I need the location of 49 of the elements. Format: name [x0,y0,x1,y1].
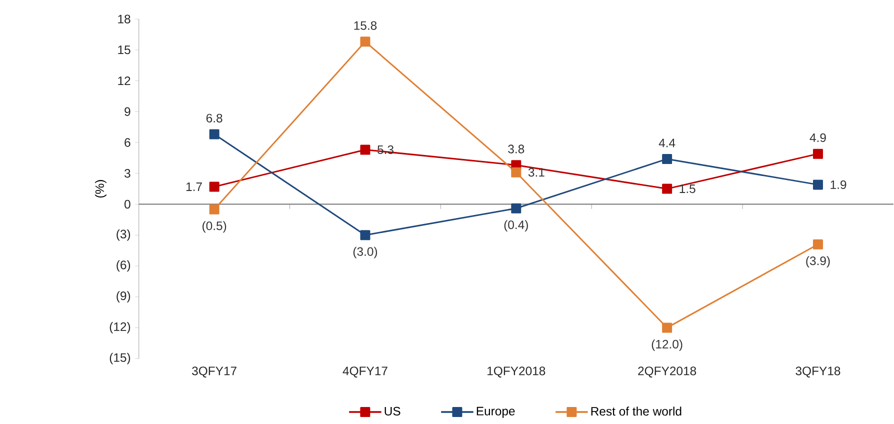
point [209,129,220,140]
point [360,36,370,46]
point [812,148,823,159]
data-label: 6.8 [206,114,222,122]
legend-label: Europe [476,406,515,418]
legend-label: Rest of the world [591,406,682,416]
data-label: 1.5 [680,184,696,193]
y-tick-label: 0 [124,200,130,208]
y-tick-label: (15) [110,352,130,364]
point [511,203,522,214]
data-label: (0.5) [202,220,226,232]
y-axis-title: (%) [95,180,106,198]
data-label: 4.4 [658,138,676,147]
y-tick-label: (6) [116,260,130,272]
y-tick-label: 3 [124,168,130,178]
data-label: 1.9 [830,180,846,189]
point [812,239,823,250]
y-tick-label: 18 [118,14,130,24]
point [511,167,522,178]
point [209,182,220,192]
data-label: (0.4) [504,220,528,232]
y-tick-label: (9) [116,290,130,302]
x-tick-label: 4QFY17 [342,366,388,378]
legend-label: US [384,406,400,416]
y-tick-label: 15 [118,45,130,54]
x-tick-label: 3QFY17 [192,366,236,378]
data-label: 4.9 [810,133,826,142]
x-tick-label: 1QFY2018 [488,366,546,378]
y-tick-label: 12 [118,76,130,85]
data-label: (3.9) [806,256,830,268]
point [662,184,672,194]
point [360,230,370,240]
point [209,204,220,214]
point [662,154,672,164]
y-tick-label: 6 [124,138,130,147]
y-tick-label: (3) [116,229,130,241]
data-label: (12.0) [652,339,682,351]
point [662,322,672,332]
data-label: 15.8 [354,20,377,30]
y-tick-label: 9 [124,107,130,116]
data-label: 1.7 [186,182,202,191]
data-label: 3.8 [508,144,524,154]
point [812,179,823,190]
data-label: (3.0) [353,246,378,258]
x-tick-label: 3QFY18 [796,366,840,378]
y-tick-label: (12) [110,322,130,334]
point [360,144,370,154]
x-tick-label: 2QFY2018 [638,366,696,378]
data-label: 3.1 [528,168,544,176]
